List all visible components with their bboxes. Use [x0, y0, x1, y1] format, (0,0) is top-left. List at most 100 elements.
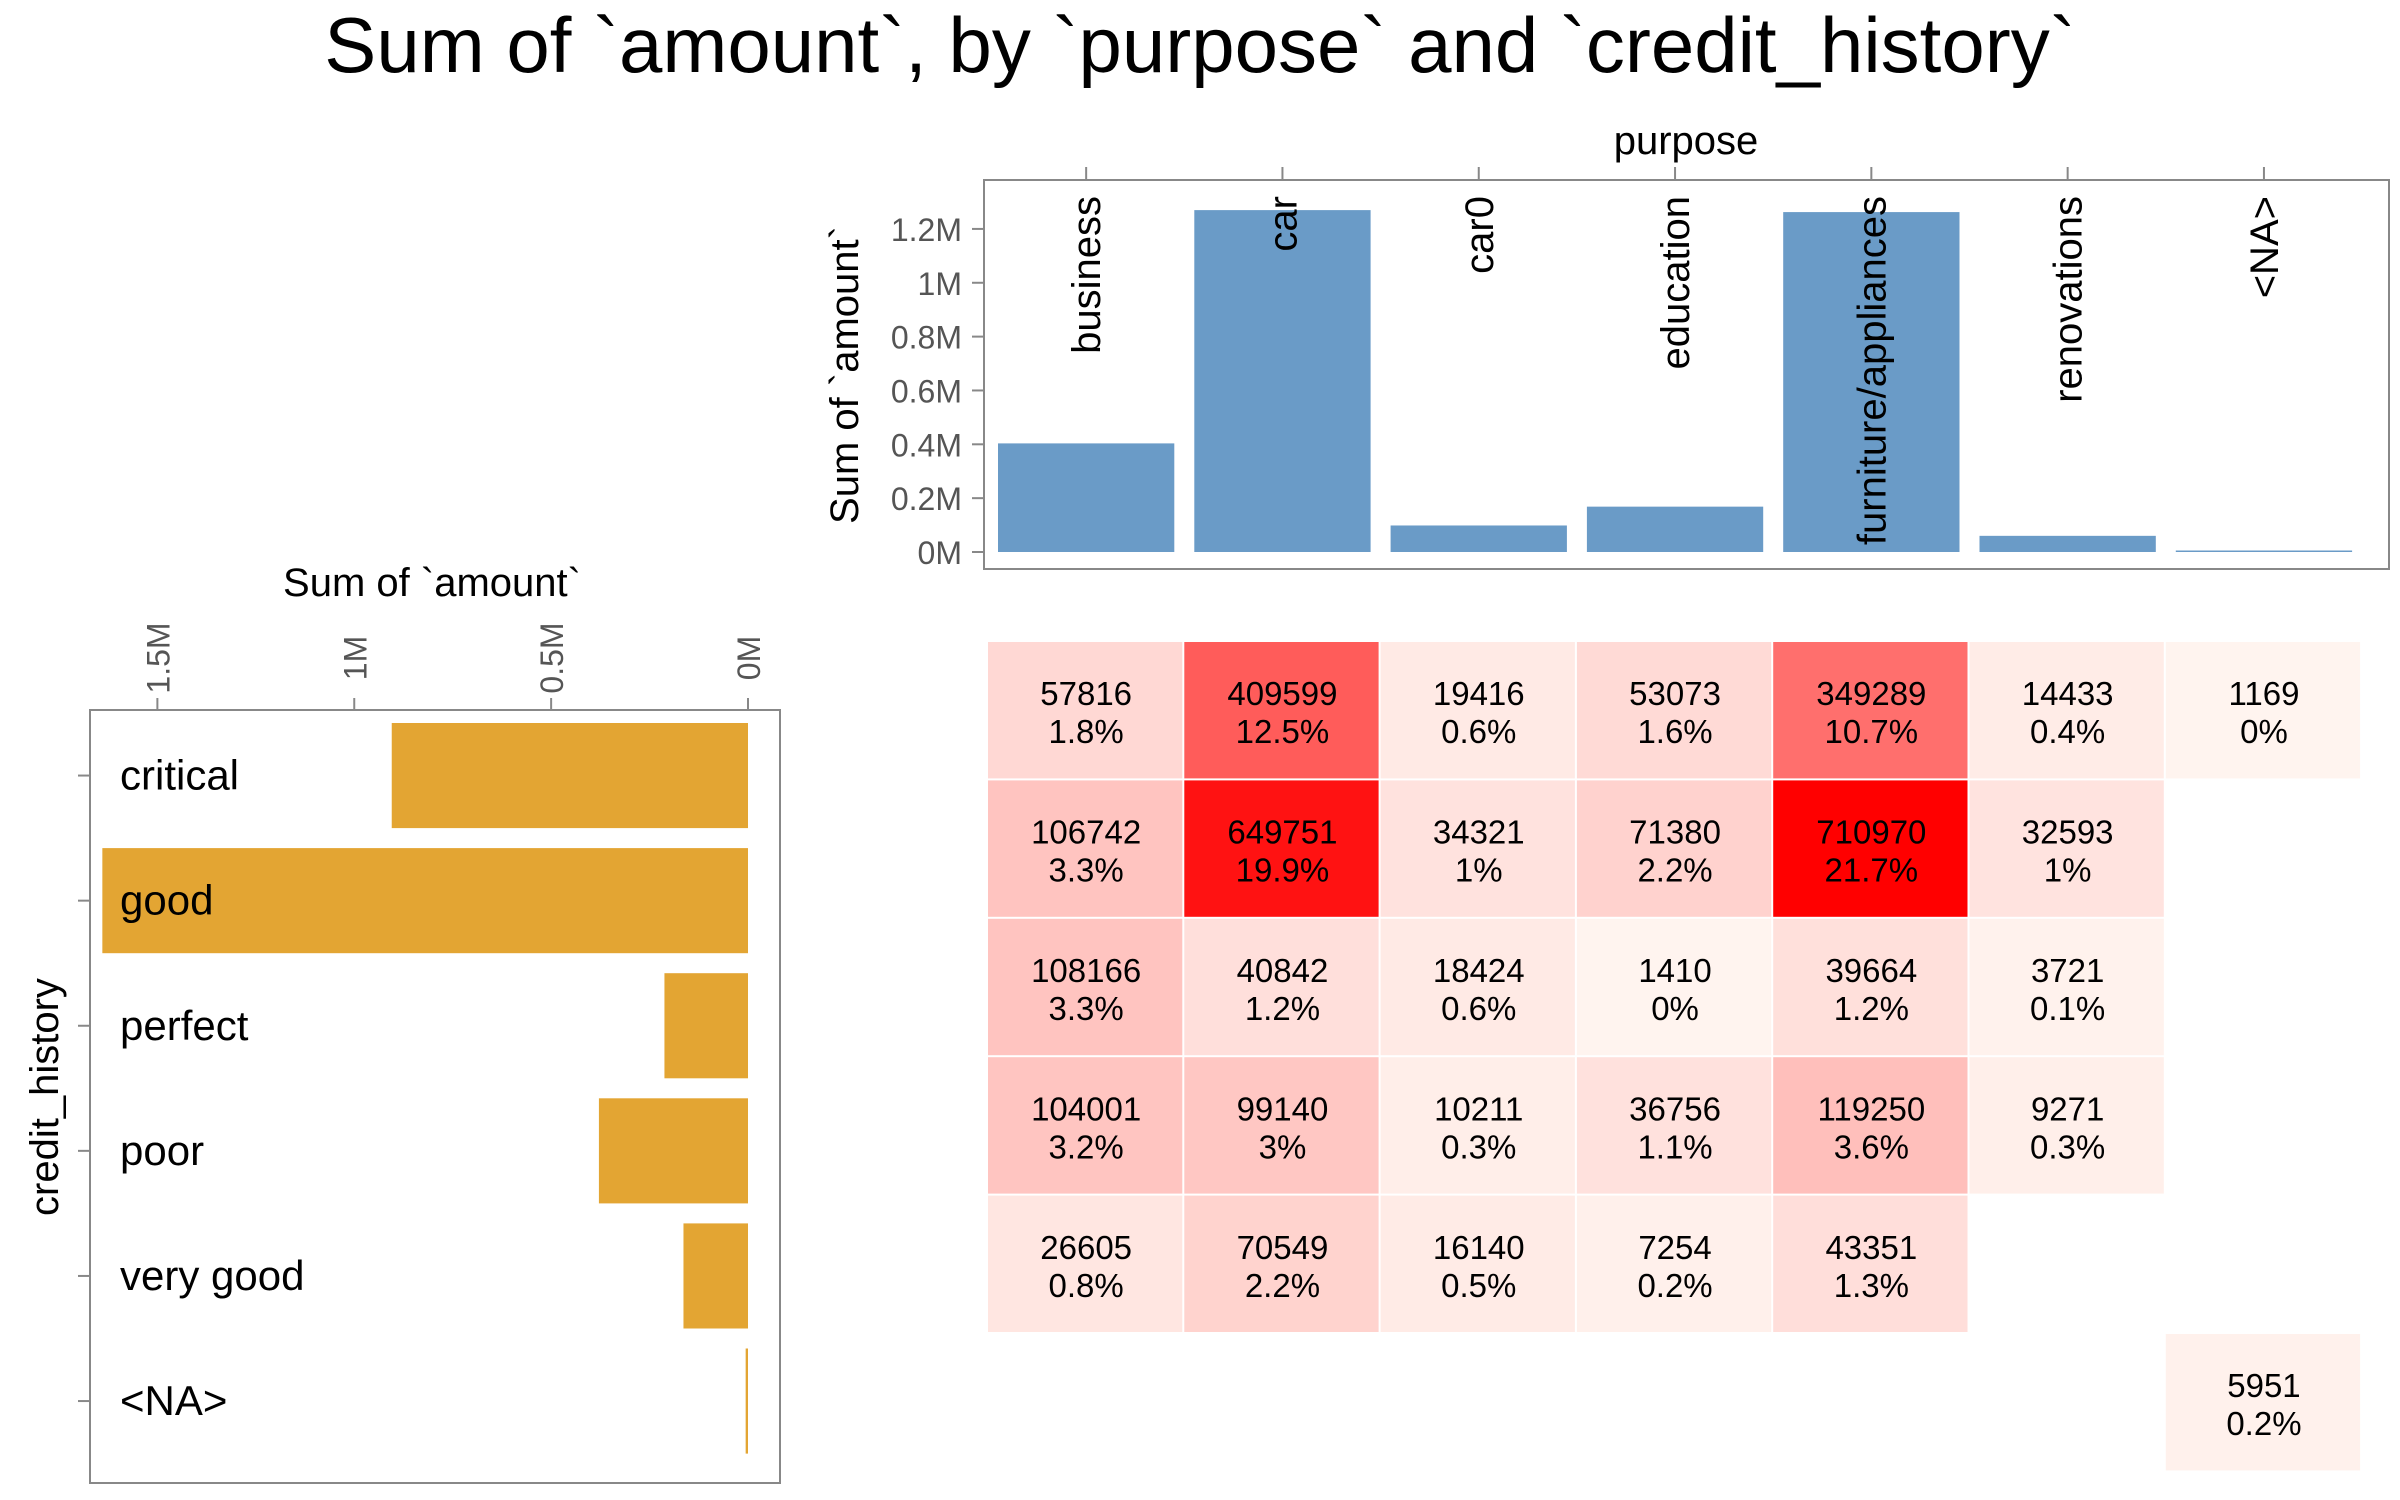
heatmap-cell [1773, 1057, 1968, 1194]
heatmap-cell-value: 1169 [2228, 675, 2299, 712]
side-category-label: poor [120, 1127, 204, 1174]
top-category-label: education [1654, 196, 1698, 369]
heatmap-cell-percent: 0.6% [1441, 713, 1516, 750]
heatmap-cell [1380, 918, 1575, 1056]
heatmap-cell-value: 108166 [1031, 952, 1141, 989]
heatmap-cell-value: 14433 [2022, 675, 2114, 712]
top-bar-furniture-appliances [1783, 212, 1960, 552]
top-y-axis-label: Sum of `amount` [823, 226, 867, 524]
heatmap-cell-percent: 19.9% [1236, 852, 1330, 889]
side-y-axis-label: credit_history [23, 978, 67, 1216]
heatmap-cell [988, 642, 1183, 779]
heatmap-cell [1773, 642, 1968, 779]
top-y-tick-label: 1.2M [891, 212, 962, 248]
heatmap-cell-value: 409599 [1227, 675, 1337, 712]
top-y-tick-label: 0.6M [891, 373, 962, 409]
heatmap-cell-value: 710970 [1816, 814, 1926, 851]
heatmap-cell-value: 57816 [1040, 675, 1132, 712]
heatmap-cell-percent: 1% [1455, 852, 1503, 889]
heatmap-cell [988, 780, 1183, 917]
heatmap-cell-value: 70549 [1237, 1229, 1329, 1266]
heatmap-cell-percent: 1% [2044, 852, 2092, 889]
heatmap-cell [988, 1057, 1183, 1194]
side-panel: Sum of `amount` credit_history 1.5M 1M 0.5… [23, 561, 781, 1484]
top-category-label: car0 [1458, 196, 1502, 274]
heatmap-cell-percent: 0.8% [1049, 1267, 1124, 1304]
heatmap-cell-percent: 3.3% [1049, 852, 1124, 889]
heatmap-cell-percent: 0.3% [2030, 1128, 2105, 1165]
heatmap-cell-percent: 0.5% [1441, 1267, 1516, 1304]
side-bars [102, 723, 748, 1454]
top-bar-car0 [1390, 525, 1567, 552]
heatmap-cell-percent: 0.2% [2226, 1405, 2301, 1442]
heatmap-cell-percent: 0% [1651, 990, 1699, 1027]
heatmap-cell [1380, 780, 1575, 917]
heatmap-cell [1969, 1057, 2164, 1194]
heatmap-cell-value: 36756 [1629, 1090, 1721, 1127]
heatmap-cell [1380, 1195, 1575, 1332]
heatmap-cell [1969, 780, 2164, 917]
heatmap-cell [1969, 918, 2164, 1056]
top-bar-car [1194, 210, 1371, 553]
side-category-label: critical [120, 752, 239, 799]
heatmap-cell [1184, 780, 1379, 917]
side-x-ticks: 1.5M 1M 0.5M 0M [140, 622, 767, 710]
heatmap-cell-percent: 3.6% [1834, 1128, 1909, 1165]
heatmap-cell-percent: 1.1% [1637, 1128, 1712, 1165]
heatmap-cell [988, 918, 1183, 1056]
heatmap-cell [988, 1195, 1183, 1332]
top-y-tick-label: 0M [918, 535, 962, 571]
heatmap-cell-value: 106742 [1031, 814, 1141, 851]
top-y-ticks: 0M 0.2M 0.4M 0.6M 0.8M 1M 1.2M [891, 212, 984, 571]
heatmap-cell [1576, 918, 1772, 1056]
side-category-label: good [120, 877, 213, 924]
heatmap-cell-value: 16140 [1433, 1229, 1525, 1266]
heatmap-cell-value: 3721 [2031, 952, 2104, 989]
heatmap-cell [1576, 1195, 1772, 1332]
top-category-label: furniture/appliances [1850, 196, 1894, 545]
top-category-label: car [1261, 196, 1305, 252]
side-bar-very-good [683, 1223, 748, 1329]
heatmap-cell-percent: 0% [2240, 713, 2288, 750]
heatmap-cell [1576, 1057, 1772, 1194]
top-panel: purpose Sum of `amount` 0M 0.2M 0.4M 0.6M 0.… [823, 119, 2390, 571]
heatmap-cell-percent: 1.6% [1637, 713, 1712, 750]
heatmap-cell-value: 7254 [1638, 1229, 1711, 1266]
top-bar-renovations [1979, 535, 2156, 552]
side-x-axis-label: Sum of `amount` [283, 561, 581, 605]
heatmap-cell [1773, 918, 1968, 1056]
heatmap-cell-value: 9271 [2031, 1090, 2104, 1127]
heatmap-cell-percent: 3.2% [1049, 1128, 1124, 1165]
heatmap-cell [1969, 642, 2164, 779]
heatmap-cell-percent: 10.7% [1825, 713, 1919, 750]
heatmap-cell [2165, 642, 2361, 779]
heatmap-cell-value: 34321 [1433, 814, 1525, 851]
heatmap-cell [1576, 780, 1772, 917]
heatmap-cell [1184, 918, 1379, 1056]
side-y-ticks [78, 774, 90, 1403]
heatmap-cell-percent: 2.2% [1637, 852, 1712, 889]
heatmap-cell [1184, 1195, 1379, 1332]
heatmap-cell-value: 649751 [1227, 814, 1337, 851]
heatmap-cell-value: 43351 [1825, 1229, 1917, 1266]
heatmap-cell [1773, 1195, 1968, 1332]
top-category-labels: business car car0 education furniture/applia… [1065, 196, 2287, 545]
heatmap: 578161.8%40959912.5%194160.6%530731.6%34… [988, 642, 2361, 1471]
heatmap-cell-value: 5951 [2227, 1367, 2300, 1404]
top-category-label: business [1065, 196, 1109, 354]
side-bar-critical [391, 723, 748, 829]
side-bar-perfect [664, 973, 748, 1079]
heatmap-cell-value: 99140 [1237, 1090, 1329, 1127]
top-bar-education [1586, 506, 1764, 552]
chart-title: Sum of `amount`, by `purpose` and `credi… [324, 1, 2075, 89]
side-x-tick-label: 0M [731, 636, 767, 680]
heatmap-cell-percent: 3% [1259, 1128, 1307, 1165]
top-x-axis-label: purpose [1614, 119, 1759, 163]
heatmap-cell [1184, 1057, 1379, 1194]
top-y-tick-label: 0.8M [891, 320, 962, 356]
heatmap-cell-value: 1410 [1638, 952, 1711, 989]
heatmap-cell [2165, 1334, 2361, 1471]
side-category-label: very good [120, 1252, 304, 1299]
heatmap-cell-percent: 1.8% [1049, 713, 1124, 750]
